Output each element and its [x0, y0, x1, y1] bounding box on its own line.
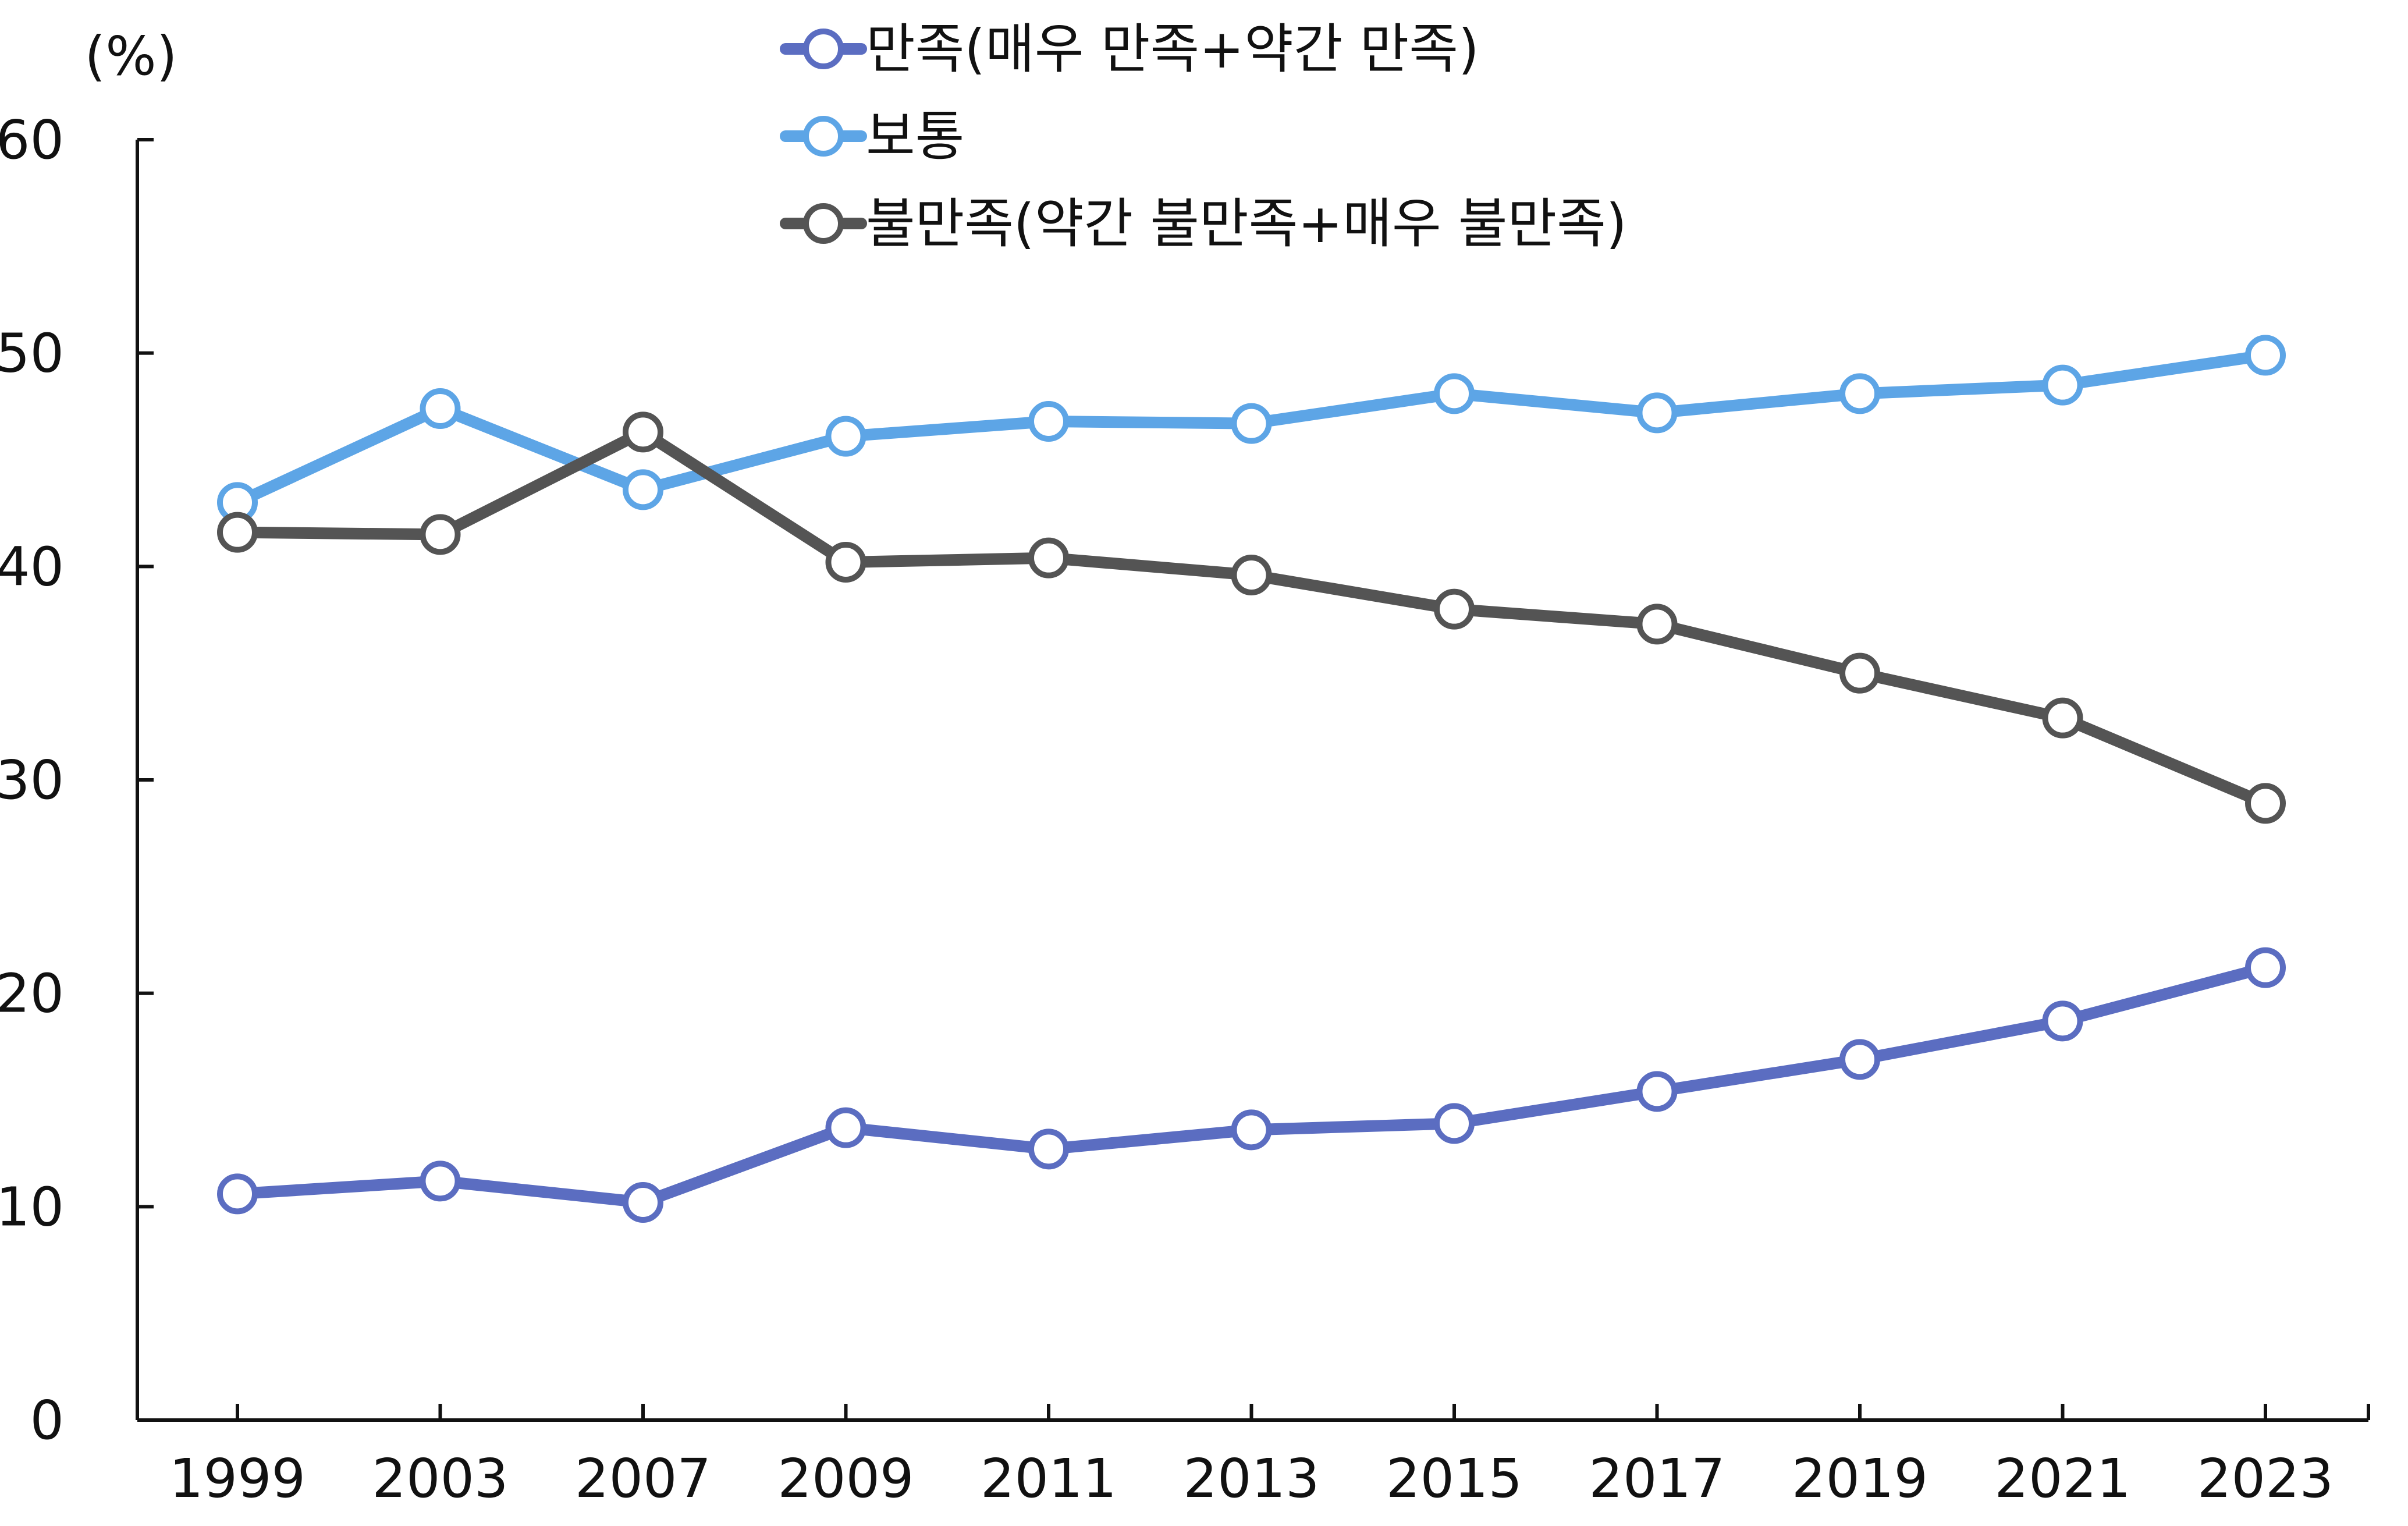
legend-label: 보통: [866, 105, 964, 168]
data-point-series-0: [1434, 1103, 1475, 1144]
x-tick-label: 2003: [372, 1447, 508, 1510]
x-tick-label: 2017: [1589, 1447, 1725, 1510]
data-point-series-1: [1636, 392, 1678, 434]
data-point-series-1: [1231, 403, 1272, 444]
legend-label: 불만족(약간 불만족+매우 불만족): [866, 193, 1627, 255]
data-point-series-2: [623, 411, 663, 453]
data-point-series-2: [1636, 604, 1678, 645]
data-point-series-2: [2245, 783, 2286, 824]
data-point-series-2: [1839, 652, 1880, 694]
y-tick-label: 0: [30, 1389, 64, 1452]
y-axis-unit-label: (%): [84, 25, 177, 87]
data-point-series-1: [623, 469, 663, 510]
data-point-series-0: [217, 1173, 258, 1215]
series-line-2: [237, 426, 2268, 809]
data-point-series-0: [1839, 1039, 1880, 1080]
data-point-series-2: [2042, 697, 2083, 739]
data-point-series-2: [825, 542, 866, 583]
data-point-series-1: [2042, 364, 2083, 406]
data-point-series-1: [1028, 401, 1069, 442]
y-tick-label: 10: [0, 1176, 64, 1238]
x-tick-label: 2015: [1386, 1447, 1522, 1510]
x-tick-label: 2013: [1183, 1447, 1319, 1510]
legend-label: 만족(매우 만족+약간 만족): [866, 18, 1479, 80]
x-tick-label: 1999: [169, 1447, 306, 1510]
data-point-series-0: [1028, 1128, 1069, 1170]
data-point-series-0: [420, 1161, 461, 1202]
y-tick-label: 60: [0, 109, 64, 171]
y-tick-label: 20: [0, 963, 64, 1025]
data-point-series-1: [1839, 373, 1880, 414]
data-point-series-1: [420, 388, 461, 429]
axes: 0 10 20 30 40 50 60 1999 2003 2007 2009 2011 2013 201…: [0, 109, 2370, 1510]
legend-swatch-marker: [803, 29, 844, 69]
data-point-series-0: [825, 1107, 866, 1148]
data-point-series-0: [1636, 1071, 1678, 1112]
x-tick-label: 2009: [777, 1447, 914, 1510]
data-point-series-2: [420, 514, 461, 555]
x-tick-label: 2007: [575, 1447, 711, 1510]
data-point-series-0: [623, 1182, 663, 1223]
x-tick-label: 2019: [1792, 1447, 1928, 1510]
data-point-series-0: [2245, 947, 2286, 988]
y-tick-label: 40: [0, 535, 64, 598]
series-lines: [235, 349, 2268, 1208]
data-point-series-1: [2245, 335, 2286, 376]
data-point-series-2: [1028, 537, 1069, 579]
x-tick-label: 2023: [2197, 1447, 2334, 1510]
data-point-series-2: [1434, 588, 1475, 630]
data-point-series-1: [825, 416, 866, 457]
x-tick-label: 2021: [1994, 1447, 2130, 1510]
x-tick-label: 2011: [981, 1447, 1117, 1510]
legend-swatch-marker: [803, 116, 844, 157]
y-tick-label: 30: [0, 749, 64, 811]
data-point-series-2: [217, 512, 258, 553]
data-point-series-2: [1231, 555, 1272, 595]
data-point-series-1: [1434, 373, 1475, 414]
legend-swatch-marker: [803, 203, 844, 244]
data-point-series-0: [1231, 1109, 1272, 1151]
data-point-series-0: [2042, 1000, 2083, 1042]
series-line-0: [237, 961, 2267, 1208]
series-markers: [217, 335, 2286, 1223]
y-tick-label: 50: [0, 322, 64, 385]
